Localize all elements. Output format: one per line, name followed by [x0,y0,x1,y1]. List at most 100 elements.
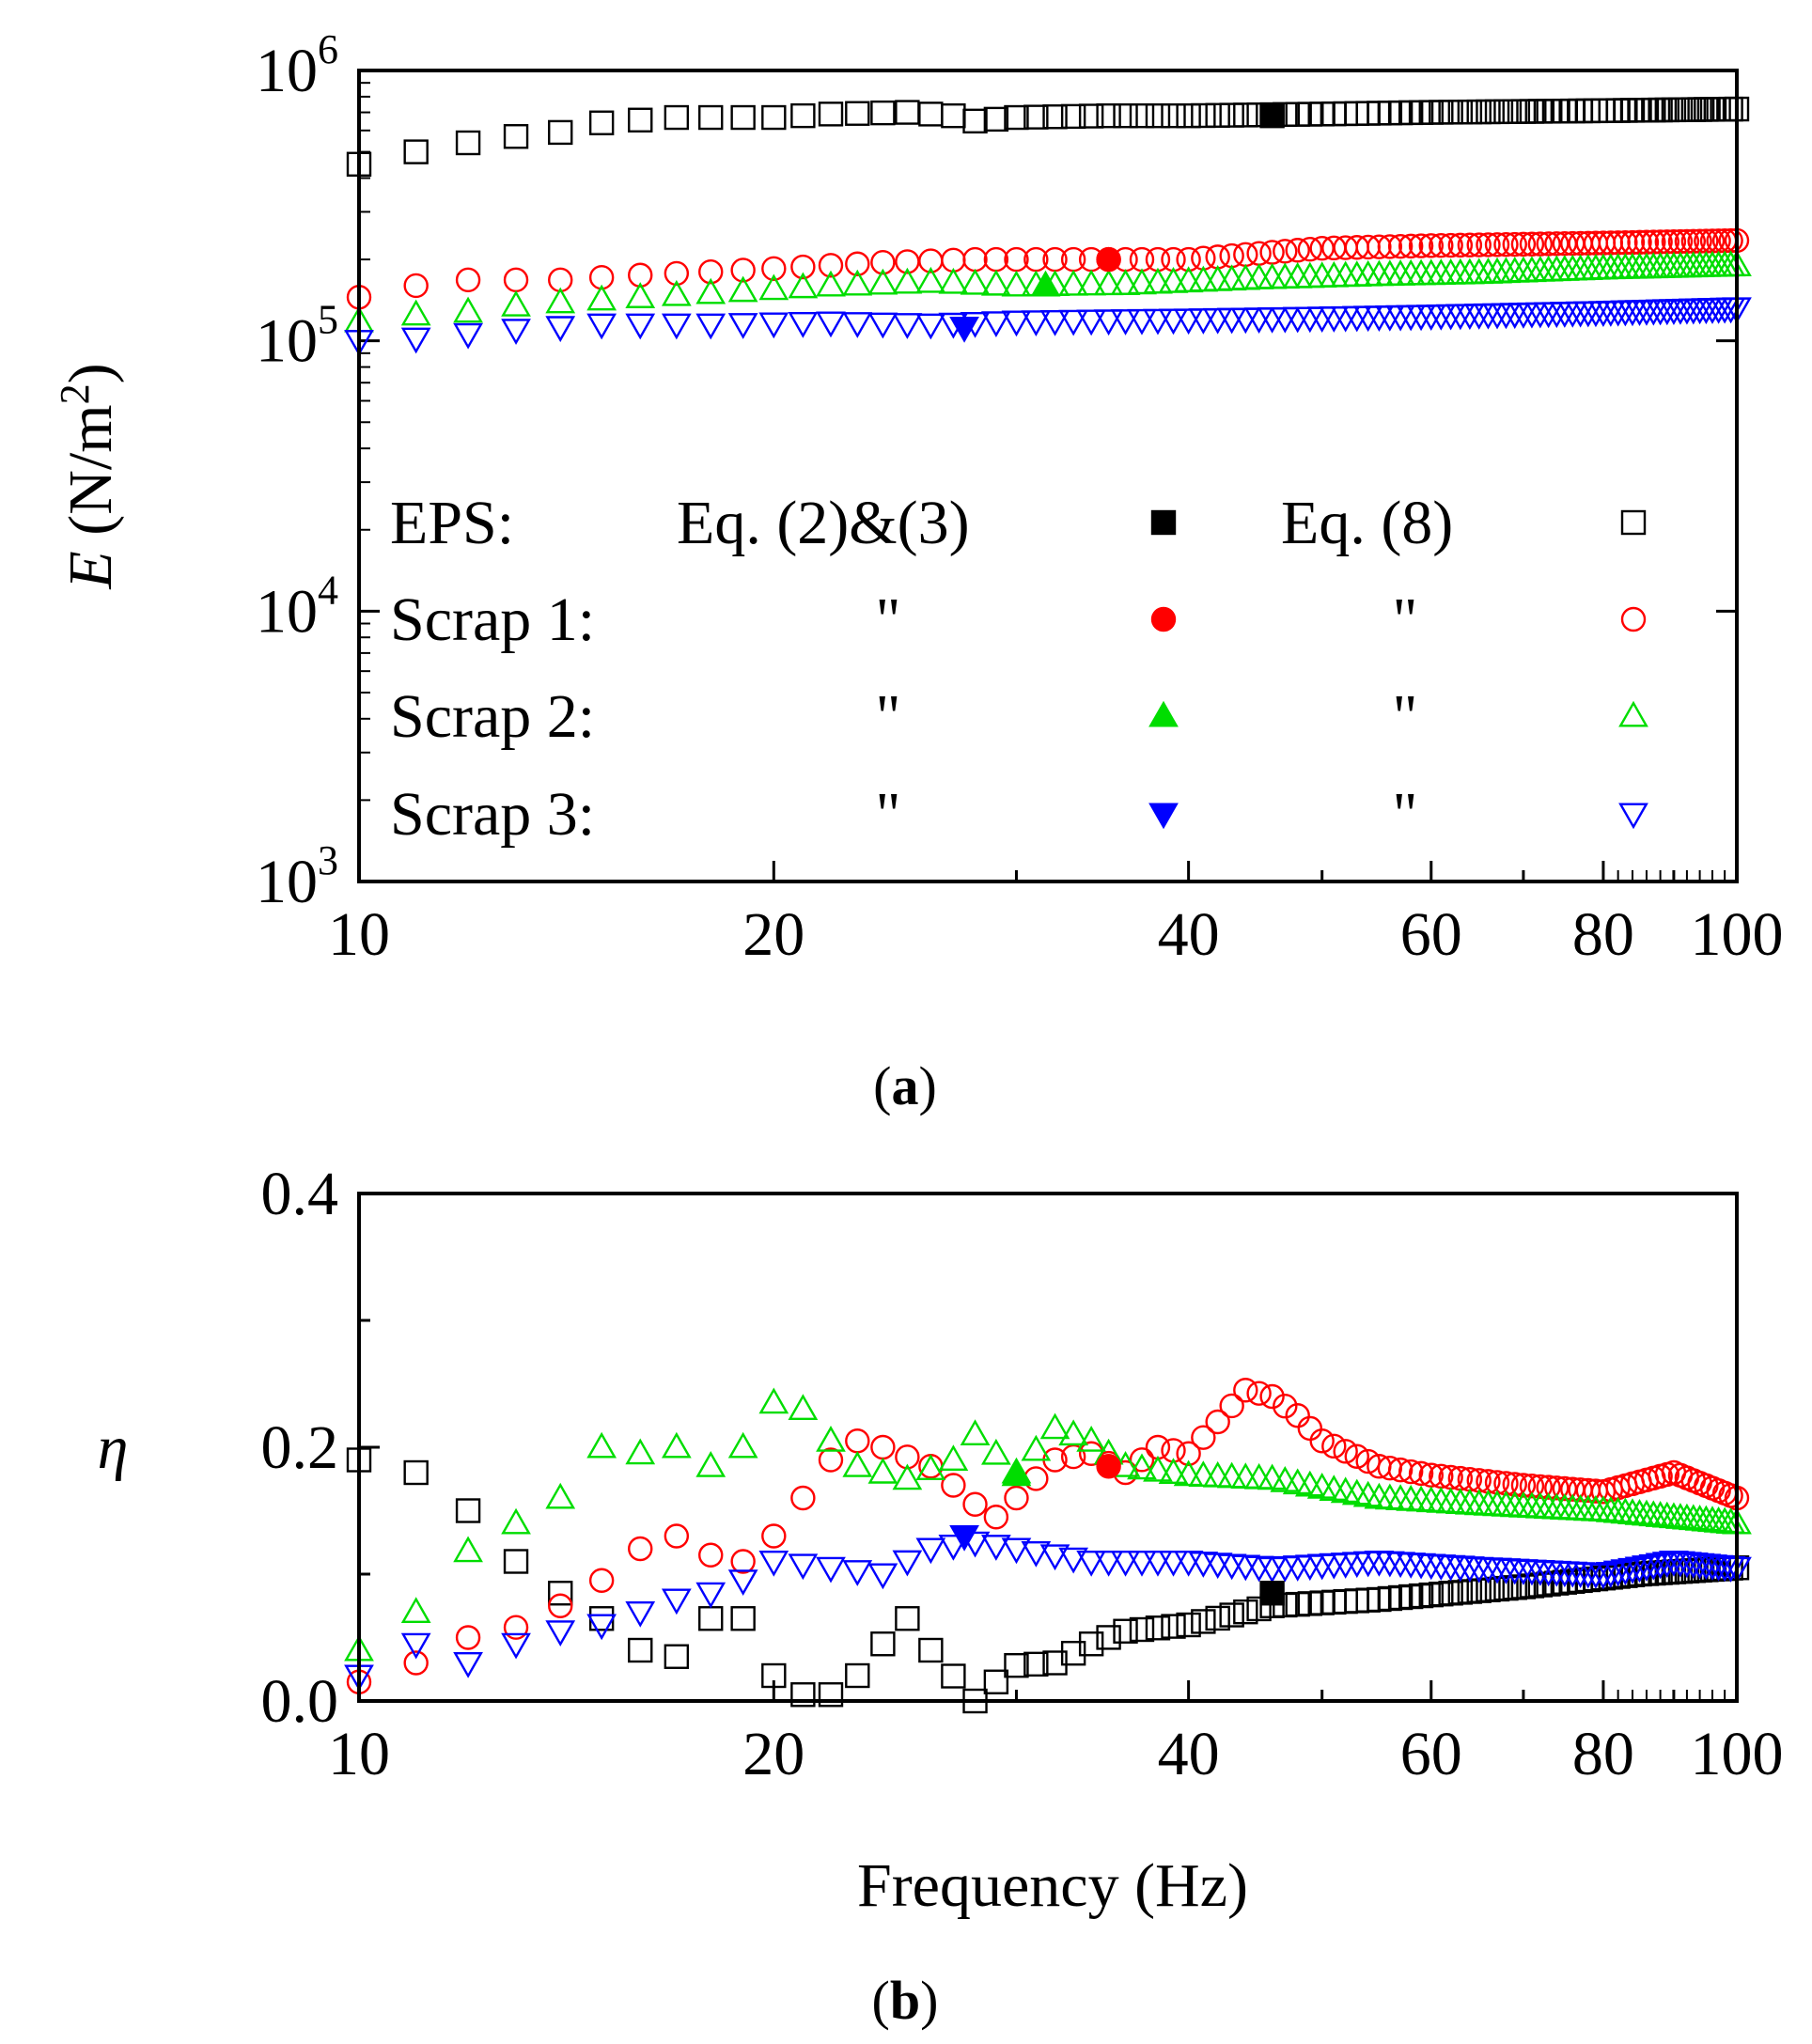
data-point [501,319,531,345]
legend-header-eq8: Eq. (8) [1281,489,1453,557]
data-point [1039,1544,1070,1571]
data-point [400,327,431,354]
data-point [1158,308,1189,335]
data-point-eq23 [1259,102,1285,129]
data-point [1482,303,1512,330]
data-point [1617,1557,1648,1584]
data-point [586,1431,617,1459]
data-point [960,1531,991,1558]
data-point [1605,98,1631,123]
y-tick-label-exp: 3 [318,837,338,883]
data-point [761,104,787,131]
data-point [1519,99,1545,124]
data-point [981,269,1011,296]
data-point [1257,262,1288,289]
data-point [628,1637,653,1663]
data-point [1093,1550,1124,1577]
data-point [1595,1562,1626,1588]
data-point [1001,1537,1032,1565]
data-point [455,1498,481,1523]
panel-b-x-axis-label: Frequency (Hz) [857,1851,1248,1920]
panel-b-y-axis-label: η [98,1413,129,1482]
data-point [1001,270,1032,297]
y-tick-label-base: 10 [256,307,318,376]
data-point [1297,236,1323,262]
data-point [918,1637,944,1663]
data-point [842,269,873,296]
data-point [761,1523,787,1549]
data-point [870,1434,896,1460]
data-point [1078,1631,1104,1657]
data-point [761,1662,787,1689]
data-point [870,1631,896,1657]
data-point [1158,1550,1189,1577]
data-point [1259,1383,1285,1410]
data-point [1078,103,1104,129]
data-point [895,100,920,125]
data-point [1257,307,1288,334]
data-point [548,119,573,146]
legend-ditto: " [876,780,901,849]
legend-marker-filled [1148,803,1179,830]
data-point [1619,98,1646,123]
x-tick-label: 80 [1572,1720,1634,1788]
data-point [1039,1412,1070,1440]
data-point [698,104,724,131]
legend-marker-open [1620,509,1647,536]
data-point [1457,232,1483,257]
data-point [1502,231,1527,257]
data-point [545,316,576,343]
data-point [962,108,988,134]
legend-ditto: " [876,585,901,654]
y-tick-label-base: 10 [256,848,318,916]
data-point [588,1606,615,1631]
data-point [503,124,529,149]
data-point [1216,307,1247,335]
data-point [790,1682,816,1708]
legend-row: Scrap 3: " " [390,780,1648,849]
data-point [788,1394,819,1421]
data-point [818,1447,844,1473]
data-point [455,267,481,293]
panel-a-letter: a [892,1055,919,1116]
panel-a-y-axis-label: E (N/m2) [52,363,126,589]
data-point [1021,1540,1052,1568]
data-point [1473,1490,1504,1516]
data-point-eq23 [1096,1454,1121,1479]
data-point [941,102,966,129]
data-point [1039,309,1070,336]
data-point [1021,1434,1052,1461]
data-point [588,1568,615,1593]
data-point [758,1387,789,1414]
data-point [1173,266,1204,293]
data-point [1519,1474,1545,1499]
data-point [727,313,758,339]
data-point [1613,98,1638,123]
data-point [938,267,969,294]
data-point [661,313,692,340]
data-point [628,107,653,133]
data-point [1387,233,1414,259]
data-point [1321,1433,1347,1459]
data-point [1023,1651,1049,1677]
data-point [892,1463,923,1490]
legend-label: EPS: [390,489,514,557]
data-point [892,313,923,339]
panel-b-tick-labels: 10 20 40 60 80 100 0.0 0.2 0.4 [261,1160,1784,1788]
legend-marker-open [1618,803,1648,830]
data-point [730,1606,756,1631]
data-point [1502,1472,1527,1497]
legend-row: Scrap 2: " " [390,682,1648,751]
data-point-eq23 [949,316,979,343]
data-point [788,1553,819,1581]
data-point [1060,1641,1086,1666]
data-point [981,311,1011,337]
data-point [1113,102,1138,129]
legend-row: EPS: [390,489,1647,557]
data-point [698,259,724,285]
panel-a-y-axis-label-symbol: E [56,551,125,589]
panel-a-label: (a) [873,1055,937,1116]
data-point [1143,308,1173,335]
